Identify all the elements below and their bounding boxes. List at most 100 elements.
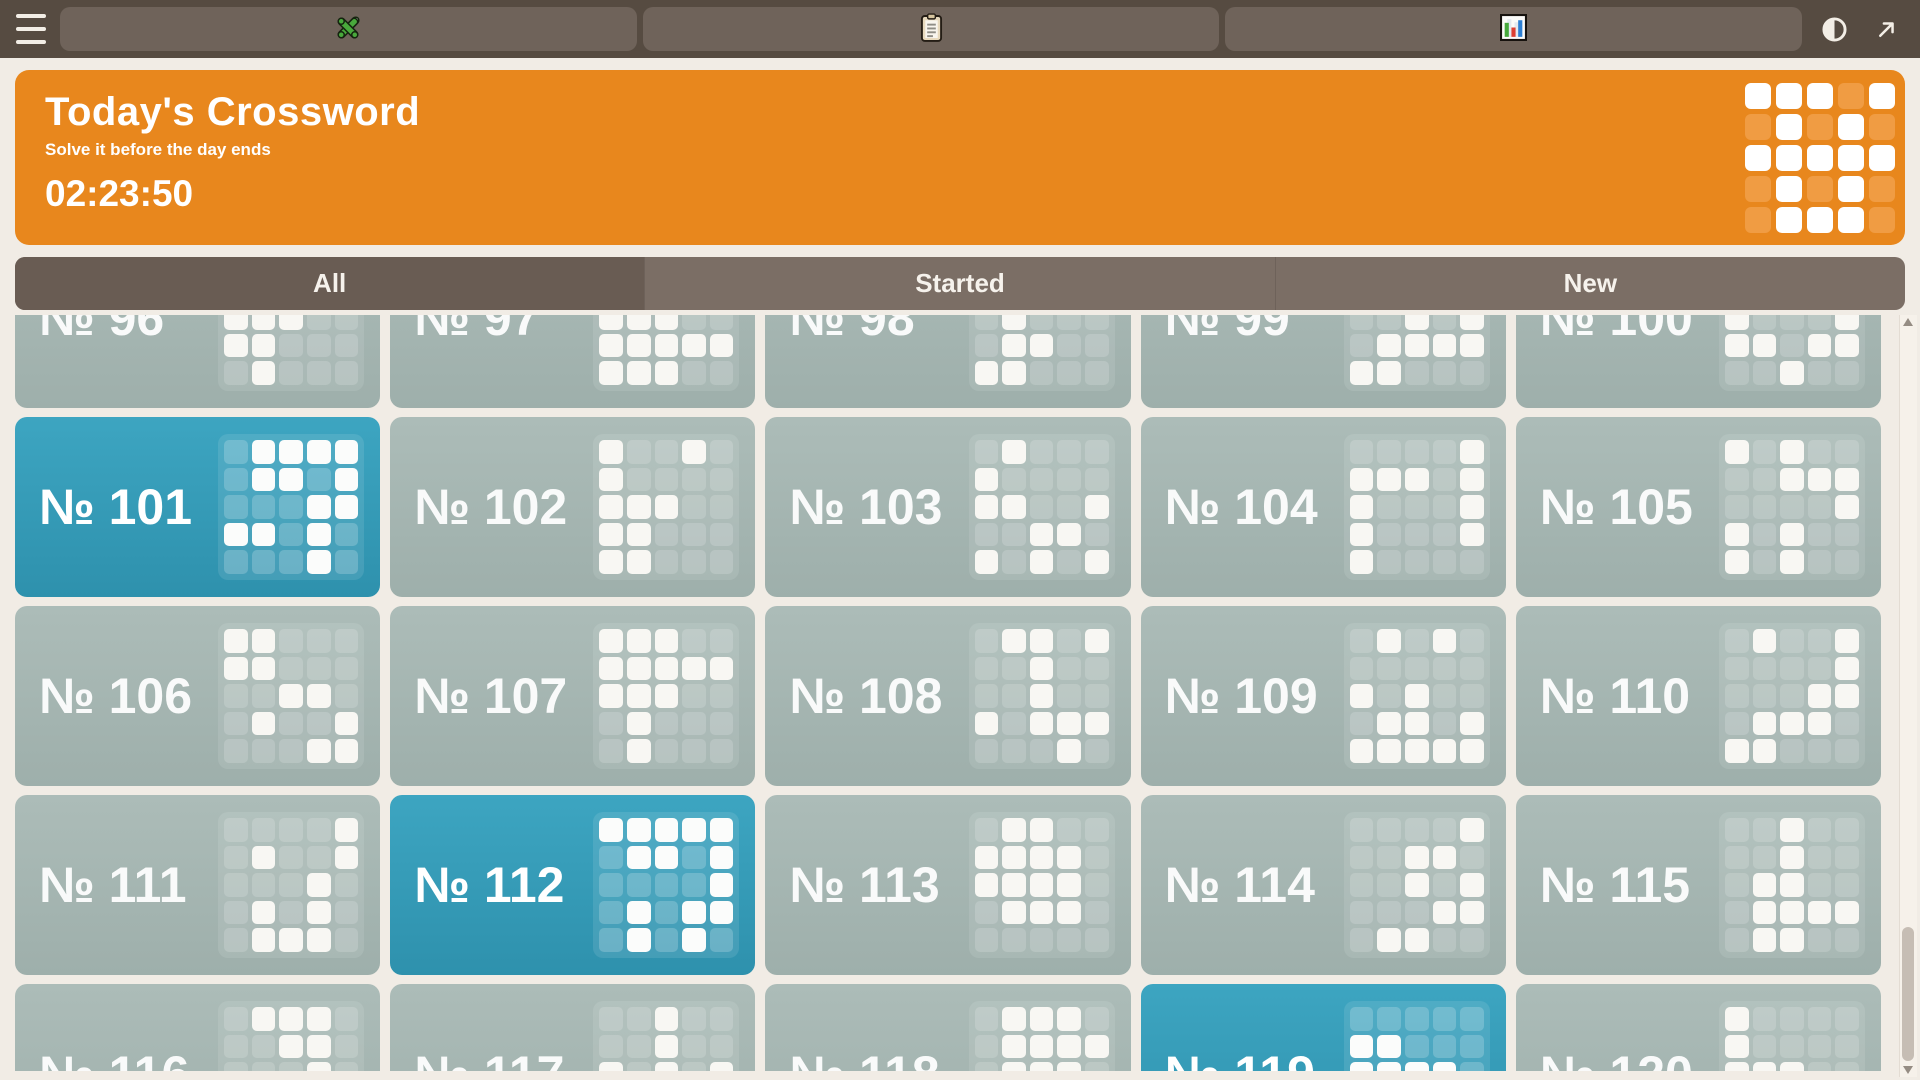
preview-cell [1807, 207, 1833, 233]
preview-cell [626, 900, 651, 925]
preview-cell [1349, 900, 1374, 925]
preview-cell [1725, 333, 1749, 358]
puzzle-card-113[interactable]: № 113 [765, 795, 1131, 975]
preview-cell [1807, 1062, 1832, 1071]
preview-cell [1780, 739, 1804, 763]
preview-cell [654, 550, 679, 574]
puzzle-card-112[interactable]: № 112 [390, 795, 756, 975]
preview-cell [279, 818, 303, 842]
theme-contrast-icon[interactable] [1814, 7, 1854, 51]
preview-cell [1349, 629, 1374, 653]
puzzle-card-116[interactable]: № 116 [15, 984, 381, 1071]
preview-cell [682, 629, 706, 653]
preview-cell [306, 1062, 331, 1071]
preview-cell [251, 440, 276, 464]
puzzle-card-96[interactable]: № 96 [15, 315, 381, 408]
preview-cell [306, 333, 331, 358]
fullscreen-arrow-icon[interactable] [1866, 7, 1906, 51]
puzzle-card-100[interactable]: № 100 [1515, 315, 1881, 408]
scroll-up-arrow-icon[interactable] [1903, 318, 1913, 326]
preview-cell [1377, 928, 1401, 952]
preview-cell [974, 1034, 999, 1059]
preview-cell [1780, 629, 1804, 653]
preview-cell [334, 656, 359, 681]
preview-cell [1029, 550, 1054, 574]
puzzle-preview-grid [1719, 315, 1865, 391]
preview-cell [224, 656, 248, 681]
preview-cell [306, 550, 331, 574]
preview-cell [974, 333, 999, 358]
puzzle-card-104[interactable]: № 104 [1140, 417, 1506, 597]
preview-cell [1349, 684, 1374, 708]
hamburger-menu-icon[interactable] [14, 12, 48, 46]
puzzle-card-111[interactable]: № 111 [15, 795, 381, 975]
daily-crossword-banner[interactable]: Today's Crossword Solve it before the da… [15, 70, 1905, 245]
preview-cell [1725, 467, 1749, 492]
preview-cell [1776, 207, 1802, 233]
puzzle-card-106[interactable]: № 106 [15, 606, 381, 786]
preview-cell [1002, 467, 1026, 492]
card-number-label: № 117 [414, 1045, 564, 1071]
preview-cell [1349, 333, 1374, 358]
puzzle-card-110[interactable]: № 110 [1515, 606, 1881, 786]
tab-puzzles[interactable] [60, 7, 637, 51]
preview-cell [334, 1007, 359, 1031]
puzzle-card-99[interactable]: № 99 [1140, 315, 1506, 408]
preview-cell [251, 550, 276, 574]
preview-cell [1002, 739, 1026, 763]
preview-cell [709, 1007, 734, 1031]
tab-tasks[interactable] [642, 7, 1220, 51]
puzzle-card-117[interactable]: № 117 [390, 984, 756, 1071]
puzzle-card-101[interactable]: № 101 [15, 417, 381, 597]
preview-cell [1029, 684, 1054, 708]
filter-tab-all[interactable]: All [15, 257, 645, 310]
scroll-down-arrow-icon[interactable] [1903, 1066, 1913, 1074]
preview-cell [1002, 1062, 1026, 1071]
scrollbar-thumb[interactable] [1902, 927, 1914, 1061]
preview-cell [1807, 928, 1832, 952]
preview-cell [306, 315, 331, 330]
preview-cell [279, 550, 303, 574]
preview-cell [334, 711, 359, 736]
preview-cell [279, 629, 303, 653]
countdown-timer: 02:23:50 [45, 173, 194, 214]
puzzle-card-97[interactable]: № 97 [390, 315, 756, 408]
puzzle-card-102[interactable]: № 102 [390, 417, 756, 597]
puzzle-card-120[interactable]: № 120 [1515, 984, 1881, 1071]
preview-cell [682, 900, 706, 925]
puzzle-card-119[interactable]: № 119 [1140, 984, 1506, 1071]
preview-cell [709, 711, 734, 736]
puzzle-card-107[interactable]: № 107 [390, 606, 756, 786]
puzzle-card-103[interactable]: № 103 [765, 417, 1131, 597]
preview-cell [1084, 550, 1109, 574]
preview-cell [626, 656, 651, 681]
card-number-label: № 103 [789, 479, 943, 535]
preview-cell [1807, 467, 1832, 492]
preview-cell [654, 711, 679, 736]
preview-cell [1084, 495, 1109, 519]
preview-cell [279, 928, 303, 952]
preview-cell [1460, 440, 1484, 464]
filter-tab-new[interactable]: New [1274, 257, 1905, 310]
tab-stats[interactable] [1225, 7, 1803, 51]
puzzle-card-118[interactable]: № 118 [765, 984, 1131, 1071]
puzzle-card-98[interactable]: № 98 [765, 315, 1131, 408]
preview-cell [334, 440, 359, 464]
puzzle-preview-grid [968, 315, 1115, 391]
puzzle-card-105[interactable]: № 105 [1515, 417, 1881, 597]
preview-cell [1780, 1007, 1804, 1031]
preview-cell [599, 1062, 623, 1071]
preview-cell [1432, 522, 1457, 547]
preview-cell [709, 495, 734, 519]
puzzle-card-115[interactable]: № 115 [1515, 795, 1881, 975]
preview-cell [1780, 1034, 1804, 1059]
preview-cell [626, 1034, 651, 1059]
preview-cell [224, 1007, 248, 1031]
preview-cell [1404, 467, 1429, 492]
preview-cell [334, 928, 359, 952]
puzzle-card-109[interactable]: № 109 [1140, 606, 1506, 786]
puzzle-card-114[interactable]: № 114 [1140, 795, 1506, 975]
puzzle-card-108[interactable]: № 108 [765, 606, 1131, 786]
scrollbar[interactable] [1899, 315, 1917, 1077]
filter-tab-started[interactable]: Started [644, 257, 1274, 310]
